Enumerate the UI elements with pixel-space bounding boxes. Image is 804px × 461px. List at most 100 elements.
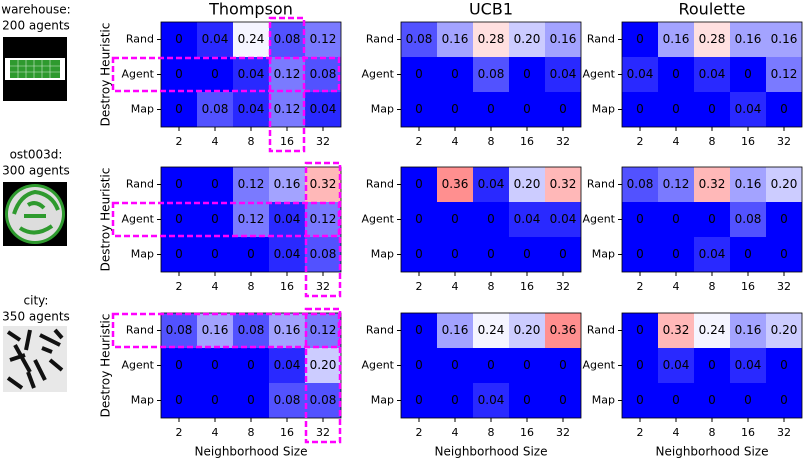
cell-label: 0.12 xyxy=(310,323,337,337)
cell-label: 0 xyxy=(780,358,788,372)
x-tick-label: 16 xyxy=(280,280,294,293)
heatmap-cell xyxy=(694,313,730,348)
heatmap-cell xyxy=(473,313,509,348)
cell-label: 0 xyxy=(175,393,183,407)
y-tick-label: Map xyxy=(131,394,154,407)
heatmap-cell xyxy=(401,57,437,92)
cell-label: 0 xyxy=(175,67,183,81)
cell-label: 0 xyxy=(451,393,459,407)
heatmap-cell xyxy=(269,348,305,383)
chart-title: Roulette xyxy=(678,0,745,19)
panel-label: warehouse: xyxy=(1,3,70,17)
x-tick-label: 2 xyxy=(176,135,183,148)
cell-label: 0.28 xyxy=(699,32,726,46)
chart-title: UCB1 xyxy=(469,0,513,19)
heatmap-cell xyxy=(766,348,802,383)
heatmap-cell xyxy=(233,348,269,383)
heatmap-cell xyxy=(197,92,233,127)
heatmap-cell xyxy=(269,22,305,57)
heatmap-cell xyxy=(437,313,473,348)
x-axis-label: Neighborhood Size xyxy=(195,445,308,459)
heatmap-cell xyxy=(437,57,473,92)
heatmap-cell xyxy=(401,22,437,57)
cell-label: 0 xyxy=(559,247,567,261)
heatmap-cell xyxy=(766,383,802,418)
y-axis-label: Destroy Heuristic xyxy=(99,168,113,272)
cell-label: 0 xyxy=(780,102,788,116)
charts: 0 0.04 0.24 0.08 0.12 0 0 0.04 0.12 0.08 0 0.08 0.04… xyxy=(99,0,803,459)
heatmap-cell xyxy=(269,313,305,348)
heatmap-cell xyxy=(437,348,473,383)
cell-label: 0.16 xyxy=(663,32,690,46)
cell-label: 0 xyxy=(672,212,680,226)
y-tick-label: Agent xyxy=(121,68,154,81)
cell-label: 0 xyxy=(451,247,459,261)
y-tick-label: Rand xyxy=(587,33,615,46)
heatmap-cell xyxy=(473,92,509,127)
cell-label: 0 xyxy=(744,247,752,261)
chart-title: Thompson xyxy=(208,0,293,19)
cell-label: 0.04 xyxy=(274,247,301,261)
cell-label: 0 xyxy=(247,393,255,407)
heatmap-cell xyxy=(545,313,581,348)
heatmap-cell xyxy=(622,57,658,92)
cell-label: 0 xyxy=(175,32,183,46)
heatmap-cell xyxy=(658,348,694,383)
heatmap-cell xyxy=(305,313,341,348)
cell-label: 0 xyxy=(175,102,183,116)
heatmap-cell xyxy=(269,237,305,272)
cell-label: 0 xyxy=(708,102,716,116)
heatmap-cell xyxy=(305,57,341,92)
cell-label: 0.16 xyxy=(442,323,469,337)
x-tick-label: 8 xyxy=(709,280,716,293)
cell-label: 0 xyxy=(175,212,183,226)
cell-label: 0.20 xyxy=(310,358,337,372)
x-tick-label: 8 xyxy=(488,280,495,293)
panel-label: 300 agents xyxy=(2,164,70,178)
heatmap-cell xyxy=(401,348,437,383)
cell-label: 0 xyxy=(708,212,716,226)
x-tick-label: 2 xyxy=(637,280,644,293)
y-tick-label: Agent xyxy=(582,359,615,372)
heatmap-cell xyxy=(766,313,802,348)
y-tick-label: Agent xyxy=(582,213,615,226)
ost003d-thumbnail xyxy=(3,182,67,246)
heatmap-cell xyxy=(658,57,694,92)
cell-label: 0 xyxy=(559,358,567,372)
heatmap-cell xyxy=(473,202,509,237)
cell-label: 0 xyxy=(415,323,423,337)
cell-label: 0.16 xyxy=(550,32,577,46)
y-tick-label: Rand xyxy=(587,178,615,191)
heatmap-cell xyxy=(233,202,269,237)
heatmap-cell xyxy=(197,202,233,237)
cell-label: 0 xyxy=(523,67,531,81)
heatmap-cell xyxy=(694,22,730,57)
heatmap-cell xyxy=(694,383,730,418)
heatmap-cell xyxy=(658,313,694,348)
cell-label: 0 xyxy=(451,67,459,81)
cell-label: 0.32 xyxy=(310,177,337,191)
cell-label: 0.16 xyxy=(202,323,229,337)
x-tick-label: 2 xyxy=(416,280,423,293)
heatmap-cell xyxy=(766,237,802,272)
heatmap-cell xyxy=(197,383,233,418)
y-tick-label: Rand xyxy=(587,324,615,337)
heatmap-cell xyxy=(766,202,802,237)
heatmap-cell xyxy=(694,348,730,383)
x-tick-label: 32 xyxy=(556,280,570,293)
x-tick-label: 16 xyxy=(280,426,294,439)
row-highlight xyxy=(111,201,341,238)
cell-label: 0.12 xyxy=(663,177,690,191)
x-tick-label: 8 xyxy=(248,135,255,148)
cell-label: 0 xyxy=(672,102,680,116)
x-tick-label: 4 xyxy=(452,426,459,439)
cell-label: 0.08 xyxy=(166,323,193,337)
heatmap-cell xyxy=(766,22,802,57)
x-tick-label: 2 xyxy=(176,280,183,293)
heatmap-cell xyxy=(766,57,802,92)
cell-label: 0.04 xyxy=(274,358,301,372)
cell-label: 0.04 xyxy=(550,212,577,226)
heatmap-cell xyxy=(401,92,437,127)
cell-label: 0.28 xyxy=(478,32,505,46)
heatmap-cell xyxy=(658,237,694,272)
